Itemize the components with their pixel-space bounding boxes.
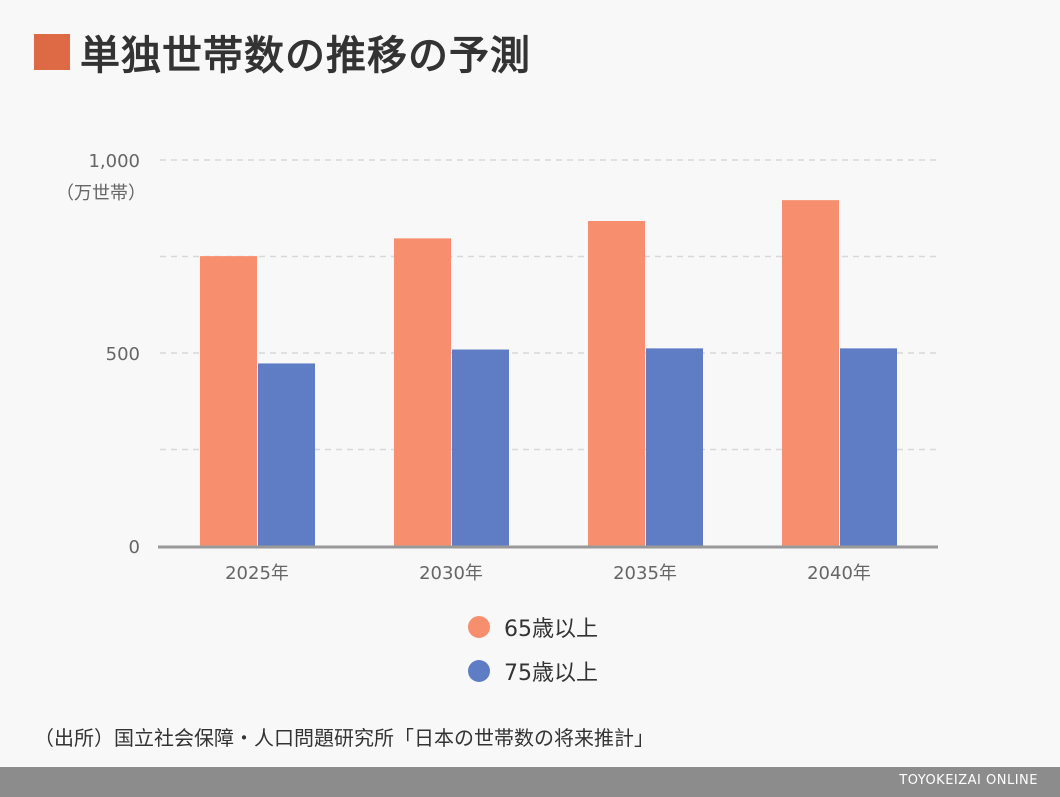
bar-75-2040年 bbox=[840, 348, 897, 546]
bar-65-2030年 bbox=[394, 238, 451, 546]
bar-75-2030年 bbox=[452, 349, 509, 546]
bar-75-2025年 bbox=[258, 363, 315, 546]
bar-chart: 0 500 1,000 （万世帯） 2025年 2030年 2035年 2040年 bbox=[56, 151, 938, 584]
title-marker-icon bbox=[34, 34, 70, 70]
bar-65-2025年 bbox=[200, 256, 257, 546]
legend-marker-75 bbox=[468, 660, 490, 682]
legend-label-65: 65歳以上 bbox=[504, 617, 598, 642]
footer-brand: TOYOKEIZAI ONLINE bbox=[899, 773, 1038, 788]
x-tick-label: 2025年 bbox=[225, 563, 289, 584]
legend-item-75: 75歳以上 bbox=[468, 652, 598, 690]
bar-75-2035年 bbox=[646, 348, 703, 546]
legend: 65歳以上 75歳以上 bbox=[468, 608, 598, 696]
y-tick-label: 500 bbox=[106, 344, 140, 365]
title-row: 単独世帯数の推移の予測 bbox=[34, 26, 531, 79]
chart-title: 単独世帯数の推移の予測 bbox=[80, 33, 531, 79]
legend-label-75: 75歳以上 bbox=[504, 661, 598, 686]
y-tick-label: 0 bbox=[129, 537, 140, 558]
source-note: （出所）国立社会保障・人口問題研究所「日本の世帯数の将来推計」 bbox=[34, 726, 654, 750]
y-axis-label: （万世帯） bbox=[56, 183, 146, 204]
bar-65-2035年 bbox=[588, 220, 645, 546]
x-tick-label: 2030年 bbox=[419, 563, 483, 584]
legend-item-65: 65歳以上 bbox=[468, 608, 598, 646]
bar-65-2040年 bbox=[782, 200, 839, 547]
y-tick-label: 1,000 bbox=[88, 151, 140, 172]
x-tick-label: 2035年 bbox=[613, 563, 677, 584]
legend-marker-65 bbox=[468, 616, 490, 638]
footer-bar: TOYOKEIZAI ONLINE bbox=[0, 767, 1060, 797]
x-tick-label: 2040年 bbox=[807, 563, 871, 584]
